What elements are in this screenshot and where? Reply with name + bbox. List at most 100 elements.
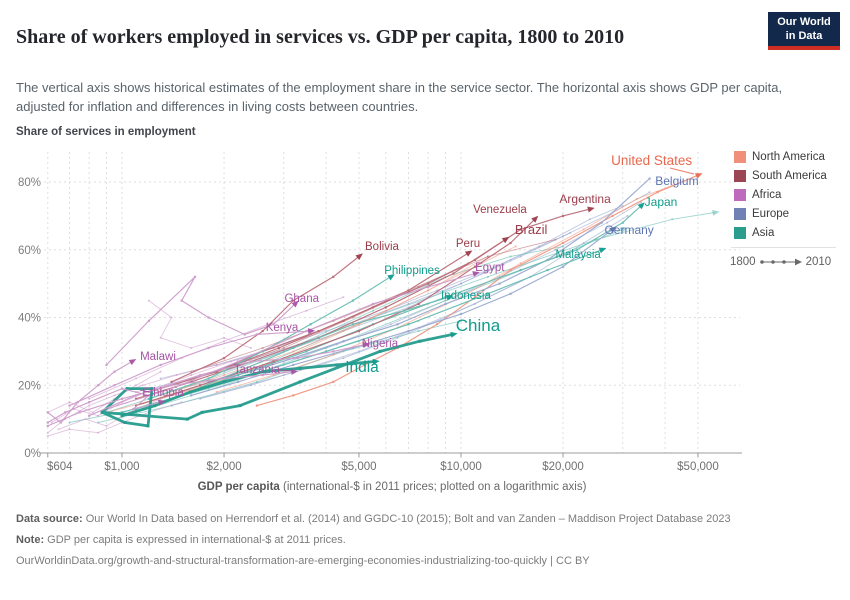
series-point-china <box>125 387 129 391</box>
series-point-bg-northamerica-3 <box>358 323 360 326</box>
page-title: Share of workers employed in services vs… <box>16 26 625 49</box>
series-point-bg-africa-1 <box>215 364 218 366</box>
series-point-united-states <box>656 191 659 194</box>
legend-item-northamerica[interactable]: North America <box>734 147 846 166</box>
series-point-china <box>418 339 422 343</box>
series-point-indonesia <box>351 323 355 326</box>
legend-item-southamerica[interactable]: South America <box>734 166 846 185</box>
series-point-bg-africa-1 <box>175 374 178 376</box>
label-leader-2 <box>276 369 295 372</box>
series-point-bg-europe-1 <box>389 323 392 326</box>
series-venezuela[interactable] <box>135 218 536 407</box>
series-bg-southamerica-1 <box>191 239 556 373</box>
country-label-argentina[interactable]: Argentina <box>559 192 611 206</box>
owid-logo[interactable]: Our World in Data <box>768 12 840 50</box>
series-point-bg-africa-2 <box>230 360 233 363</box>
series-point-belgium <box>249 370 252 373</box>
series-bolivia[interactable] <box>171 256 360 383</box>
series-point-bg-europe-1 <box>554 248 557 251</box>
series-point-india <box>261 370 265 374</box>
series-point-malawi <box>59 421 62 424</box>
series-point-bg-europe-2 <box>486 269 489 271</box>
series-point-bg-northamerica-2 <box>223 374 225 376</box>
series-point-tanzania <box>78 411 81 414</box>
country-label-malaysia[interactable]: Malaysia <box>555 249 601 261</box>
country-label-egypt[interactable]: Egypt <box>475 262 505 274</box>
legend-item-asia[interactable]: Asia <box>734 223 846 242</box>
series-point-malawi <box>96 384 100 387</box>
label-leader-0 <box>669 167 695 175</box>
series-united-states[interactable] <box>256 174 699 407</box>
series-point-bg-africa-2 <box>153 387 156 390</box>
series-point-venezuela <box>272 360 275 363</box>
series-point-bg-europe-3 <box>582 242 585 244</box>
series-point-united-states <box>292 394 295 397</box>
series-point-nigeria <box>249 360 252 363</box>
country-label-china[interactable]: China <box>456 316 501 335</box>
country-label-india[interactable]: India <box>345 359 379 376</box>
series-japan[interactable] <box>135 205 642 410</box>
series-point-brazil <box>134 397 138 400</box>
series-point-bg-northamerica-1 <box>635 198 638 200</box>
series-point-bg-europe-5 <box>486 296 489 299</box>
timeline-legend: 1800 2010 <box>730 256 831 268</box>
legend-item-europe[interactable]: Europe <box>734 204 846 223</box>
series-point-bg-europe-6 <box>223 370 225 373</box>
series-point-bg-asia-2 <box>444 299 447 302</box>
series-ghana[interactable] <box>106 276 296 366</box>
country-label-brazil[interactable]: Brazil <box>515 222 548 237</box>
series-point-bg-africa-7 <box>223 336 225 339</box>
country-label-indonesia[interactable]: Indonesia <box>441 290 491 302</box>
country-label-venezuela[interactable]: Venezuela <box>473 204 527 216</box>
country-label-malawi[interactable]: Malawi <box>140 351 176 363</box>
series-point-argentina <box>519 228 522 231</box>
series-point-bg-africa-7 <box>249 347 252 349</box>
country-label-peru[interactable]: Peru <box>456 238 480 250</box>
southamerica-swatch <box>734 169 746 182</box>
series-point-belgium <box>648 177 651 180</box>
country-label-kenya[interactable]: Kenya <box>266 322 299 334</box>
country-label-germany[interactable]: Germany <box>604 223 653 237</box>
series-point-bg-africa-4 <box>84 418 87 421</box>
y-tick-label-60: 60% <box>18 245 41 257</box>
footer: Data source: Our World In Data based on … <box>16 509 796 572</box>
series-belgium[interactable] <box>208 178 650 383</box>
series-point-malaysia <box>486 292 489 295</box>
series-arrowhead-united-states <box>694 173 703 179</box>
country-label-ethiopia[interactable]: Ethiopia <box>142 387 184 399</box>
series-point-india <box>335 363 339 367</box>
legend-divider <box>731 247 836 248</box>
series-bg-europe-2 <box>160 205 623 379</box>
series-point-japan <box>575 248 579 251</box>
series-kenya[interactable] <box>69 330 311 407</box>
chart-subtitle: The vertical axis shows historical estim… <box>16 80 783 114</box>
series-point-argentina <box>561 214 565 217</box>
legend-item-africa[interactable]: Africa <box>734 185 846 204</box>
footer-url-link[interactable]: OurWorldinData.org/growth-and-structural… <box>16 554 590 567</box>
country-label-philippines[interactable]: Philippines <box>384 265 440 277</box>
series-point-china <box>100 410 104 414</box>
series-arrowhead-malawi <box>128 359 137 366</box>
series-point-bg-southamerica-1 <box>554 238 557 241</box>
country-label-japan[interactable]: Japan <box>645 195 678 209</box>
series-point-tanzania <box>120 397 124 400</box>
series-point-peru <box>215 370 218 373</box>
country-label-bolivia[interactable]: Bolivia <box>365 241 399 253</box>
y-tick-label-20: 20% <box>18 380 41 392</box>
country-label-tanzania[interactable]: Tanzania <box>234 364 281 376</box>
country-label-nigeria[interactable]: Nigeria <box>362 338 399 350</box>
country-label-belgium[interactable]: Belgium <box>655 174 698 188</box>
series-point-japan <box>236 373 240 377</box>
country-label-ghana[interactable]: Ghana <box>284 293 319 305</box>
northamerica-swatch <box>734 150 746 163</box>
series-point-india <box>120 414 124 418</box>
series-point-bg-asia-3 <box>460 319 462 322</box>
series-point-indonesia <box>236 370 240 373</box>
x-tick-label-10000: $10,000 <box>440 461 482 473</box>
legend-label-africa: Africa <box>752 188 782 201</box>
series-arrowhead-argentina <box>587 206 595 213</box>
series-point-bg-northamerica-1 <box>272 374 275 376</box>
country-label-united-states[interactable]: United States <box>611 153 692 168</box>
series-point-bg-africa-2 <box>50 421 53 424</box>
